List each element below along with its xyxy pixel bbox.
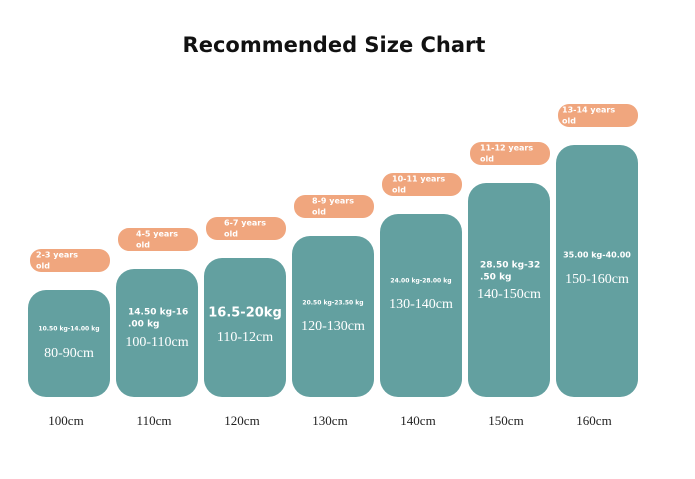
size-label: 130cm	[312, 413, 347, 428]
height-label: 120-130cm	[301, 319, 365, 334]
age-label: 4-5 years	[136, 230, 178, 239]
height-label: 100-110cm	[125, 335, 188, 350]
age-label: old	[480, 155, 494, 164]
age-label: 10-11 years	[392, 175, 445, 184]
weight-label: 35.00 kg-40.00	[563, 251, 631, 260]
age-label: 13-14 years	[562, 106, 615, 115]
size-label: 120cm	[224, 413, 259, 428]
age-label: 11-12 years	[480, 144, 533, 153]
age-label: 8-9 years	[312, 197, 354, 206]
size-label: 100cm	[48, 413, 83, 428]
weight-label: 10.50 kg-14.00 kg	[38, 326, 99, 333]
weight-label: 20.50 kg-23.50 kg	[302, 300, 363, 307]
size-box	[116, 269, 198, 397]
size-label: 140cm	[400, 413, 435, 428]
size-label: 160cm	[576, 413, 611, 428]
age-pill	[118, 228, 198, 251]
age-pill	[558, 104, 638, 127]
height-label: 110-12cm	[217, 330, 273, 345]
age-label: 2-3 years	[36, 251, 78, 260]
height-label: 130-140cm	[389, 297, 453, 312]
age-pill	[30, 249, 110, 272]
age-label: old	[392, 186, 406, 195]
height-label: 80-90cm	[44, 346, 94, 361]
age-pill	[206, 217, 286, 240]
size-label: 150cm	[488, 413, 523, 428]
age-label: old	[562, 117, 576, 126]
weight-label: .50 kg	[480, 273, 512, 283]
weight-label: 28.50 kg-32	[480, 261, 540, 271]
weight-label: .00 kg	[128, 320, 160, 330]
age-label: old	[312, 208, 326, 217]
age-pill	[470, 142, 550, 165]
size-box	[292, 236, 374, 397]
age-pill	[294, 195, 374, 218]
age-pill	[382, 173, 462, 196]
age-label: old	[224, 230, 238, 239]
size-box	[468, 183, 550, 397]
size-box	[28, 290, 110, 397]
title: Recommended Size Chart	[183, 33, 486, 57]
size-box	[556, 145, 638, 397]
age-label: 6-7 years	[224, 219, 266, 228]
height-label: 150-160cm	[565, 272, 629, 287]
weight-label: 16.5-20kg	[208, 306, 282, 321]
weight-label: 24.00 kg-28.00 kg	[390, 278, 451, 285]
size-box	[204, 258, 286, 397]
weight-label: 14.50 kg-16	[128, 308, 188, 318]
age-label: old	[136, 241, 150, 250]
size-box	[380, 214, 462, 397]
age-label: old	[36, 262, 50, 271]
height-label: 140-150cm	[477, 287, 541, 302]
size-label: 110cm	[137, 413, 172, 428]
